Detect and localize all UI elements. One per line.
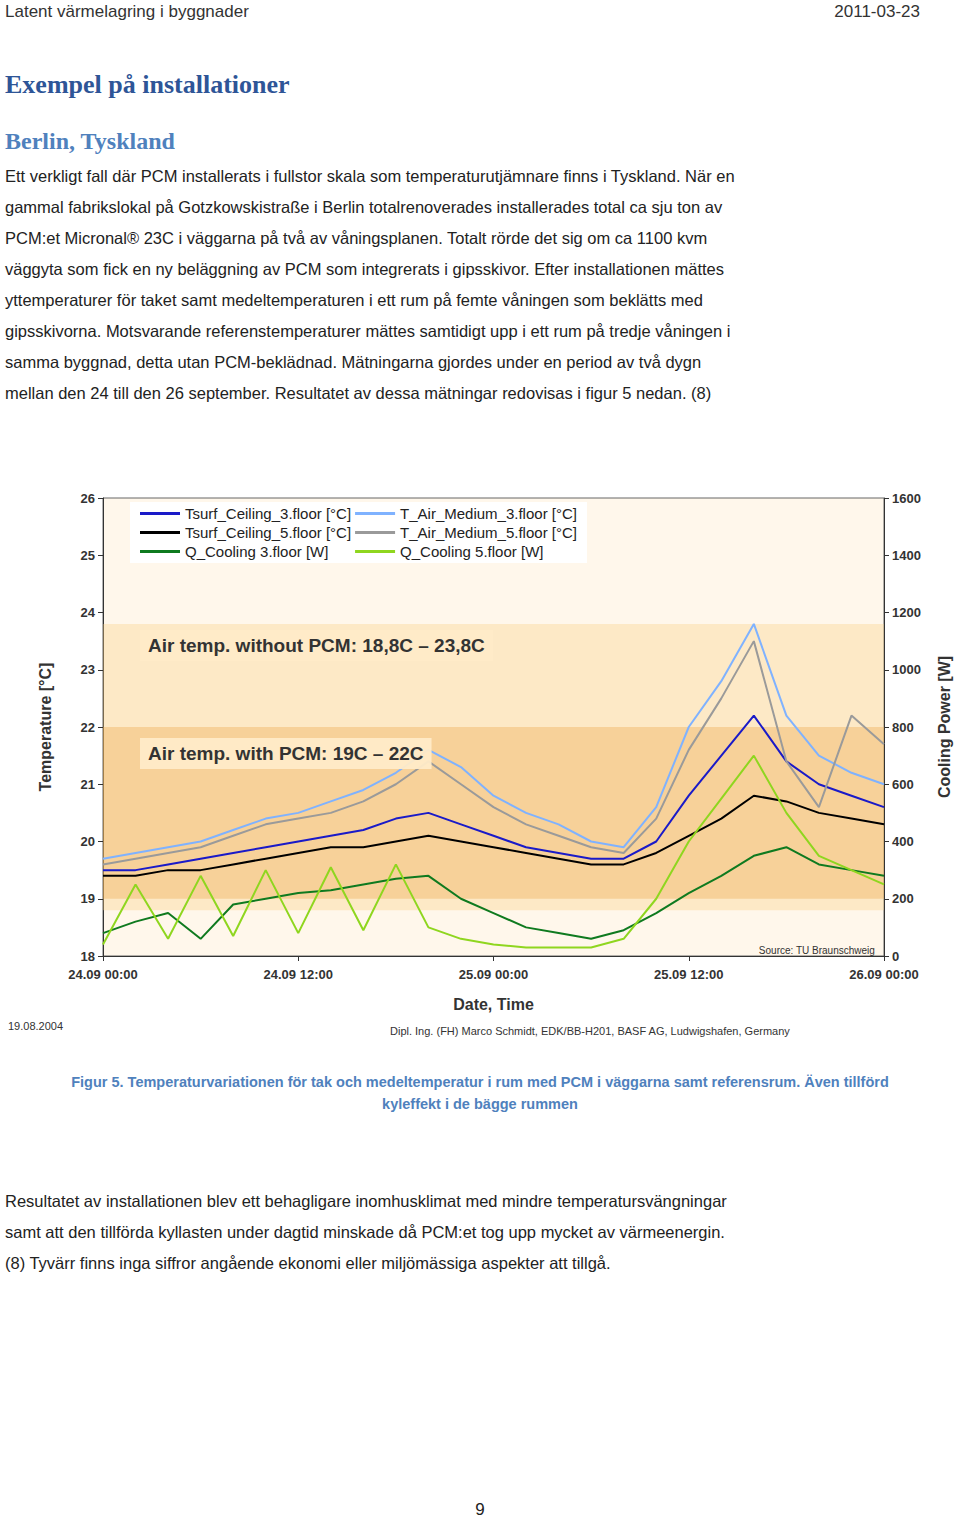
svg-text:800: 800 (892, 720, 914, 735)
svg-text:Air temp. with PCM: 19C – 22C: Air temp. with PCM: 19C – 22C (148, 743, 424, 764)
svg-text:Q_Cooling 5.floor [W]: Q_Cooling 5.floor [W] (400, 543, 543, 560)
html-text:samt att den tillförda kyllast: samt att den tillförda kyllasten under d… (5, 1223, 725, 1241)
html-text:väggyta som fick en ny beläggn: väggyta som fick en ny beläggning av PCM… (5, 260, 724, 278)
svg-text:20: 20 (81, 834, 95, 849)
svg-text:Source: TU Braunschweig: Source: TU Braunschweig (759, 945, 875, 956)
html-text:Figur 5. Temperaturvariationen: Figur 5. Temperaturvariationen för tak o… (71, 1074, 889, 1090)
html-text:samma byggnad, detta utan PCM-: samma byggnad, detta utan PCM-beklädnad.… (5, 353, 702, 371)
svg-text:1400: 1400 (892, 548, 921, 563)
html-text:yttemperaturer för taket samt: yttemperaturer för taket samt medeltempe… (5, 291, 703, 309)
svg-text:25.09 12:00: 25.09 12:00 (654, 967, 723, 982)
svg-text:22: 22 (81, 720, 95, 735)
svg-text:Date, Time: Date, Time (453, 996, 534, 1013)
html-text:Resultatet av installationen b: Resultatet av installationen blev ett be… (5, 1192, 727, 1210)
svg-text:26.09 00:00: 26.09 00:00 (849, 967, 918, 982)
svg-text:24.09 00:00: 24.09 00:00 (68, 967, 137, 982)
html-text:2011-03-23: 2011-03-23 (834, 2, 920, 21)
html-text:kyleffekt i de bägge rummen: kyleffekt i de bägge rummen (382, 1096, 578, 1112)
svg-text:600: 600 (892, 777, 914, 792)
svg-text:Tsurf_Ceiling_3.floor [°C]: Tsurf_Ceiling_3.floor [°C] (185, 505, 351, 522)
html-text:Ett verkligt fall där PCM inst: Ett verkligt fall där PCM installerats i… (5, 167, 735, 185)
svg-text:25.09 00:00: 25.09 00:00 (459, 967, 528, 982)
svg-text:21: 21 (81, 777, 95, 792)
svg-text:1200: 1200 (892, 605, 921, 620)
svg-text:200: 200 (892, 891, 914, 906)
svg-text:T_Air_Medium_3.floor [°C]: T_Air_Medium_3.floor [°C] (400, 505, 577, 522)
html-text:Berlin, Tyskland: Berlin, Tyskland (5, 128, 175, 154)
html-text:9: 9 (475, 1500, 485, 1519)
html-text:Exempel på installationer: Exempel på installationer (5, 70, 290, 99)
svg-text:Q_Cooling 3.floor [W]: Q_Cooling 3.floor [W] (185, 543, 328, 560)
svg-text:24.09 12:00: 24.09 12:00 (264, 967, 333, 982)
svg-text:24: 24 (81, 605, 96, 620)
svg-text:1000: 1000 (892, 662, 921, 677)
html-text:gammal fabrikslokal på Gotzkow: gammal fabrikslokal på Gotzkowskistraße … (5, 198, 723, 216)
html-text:Dipl. Ing. (FH) Marco Schmidt,: Dipl. Ing. (FH) Marco Schmidt, EDK/BB-H2… (390, 1025, 790, 1037)
html-text:gipsskivorna. Motsvarande refe: gipsskivorna. Motsvarande referenstemper… (5, 322, 731, 340)
svg-text:1600: 1600 (892, 491, 921, 506)
svg-text:26: 26 (81, 491, 95, 506)
svg-text:19: 19 (81, 891, 95, 906)
html-text:PCM:et Micronal® 23C i väggarn: PCM:et Micronal® 23C i väggarna på två a… (5, 229, 708, 247)
svg-text:Cooling Power [W]: Cooling Power [W] (936, 656, 953, 798)
svg-text:Tsurf_Ceiling_5.floor [°C]: Tsurf_Ceiling_5.floor [°C] (185, 524, 351, 541)
html-text:19.08.2004: 19.08.2004 (8, 1020, 64, 1032)
svg-text:Air temp. without PCM: 18,8C –: Air temp. without PCM: 18,8C – 23,8C (148, 635, 485, 656)
svg-text:Temperature [°C]: Temperature [°C] (37, 663, 54, 792)
svg-text:0: 0 (892, 949, 899, 964)
html-text:Latent värmelagring i byggnade: Latent värmelagring i byggnader (5, 2, 249, 21)
html-text:(8) Tyvärr finns inga siffror: (8) Tyvärr finns inga siffror angående e… (5, 1254, 611, 1272)
svg-text:T_Air_Medium_5.floor [°C]: T_Air_Medium_5.floor [°C] (400, 524, 577, 541)
svg-text:400: 400 (892, 834, 914, 849)
svg-text:25: 25 (81, 548, 95, 563)
html-text:mellan den 24 till den 26 sept: mellan den 24 till den 26 september. Res… (5, 384, 712, 402)
svg-text:23: 23 (81, 662, 95, 677)
svg-text:18: 18 (81, 949, 95, 964)
